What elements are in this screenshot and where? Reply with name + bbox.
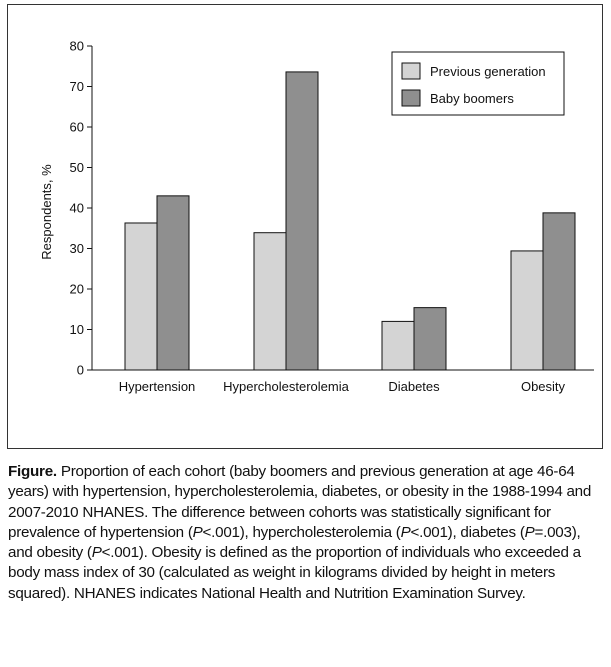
caption-segment: <.001). Obesity is defined as the propor…: [8, 544, 581, 602]
bar-hypercholesterolemia-baby-boomers: [285, 71, 319, 371]
x-category-label: Diabetes: [388, 379, 440, 394]
p-value-symbol: P: [91, 544, 102, 562]
x-axis-categories: Hypertension Hypercholesterolemia Diabetes…: [119, 379, 566, 394]
chart-legend: Previous generation Baby boomers: [391, 51, 565, 116]
caption-segment: Proportion of each cohort (baby boomers …: [8, 463, 592, 541]
y-tick-label: 10: [70, 322, 84, 337]
legend-box: [391, 51, 565, 116]
caption-text: Proportion of each cohort (baby boomers …: [8, 463, 591, 602]
bar-obesity-baby-boomers: [542, 212, 576, 371]
y-tick-label: 80: [70, 39, 84, 54]
caption-label: Figure.: [8, 463, 57, 480]
p-value-symbol: P: [400, 523, 411, 541]
x-category-label: Hypercholesterolemia: [223, 379, 349, 394]
y-tick-label: 30: [70, 241, 84, 256]
x-category-label: Hypertension: [119, 379, 196, 394]
bar-obesity-previous-generation: [510, 250, 544, 371]
y-tick-label: 40: [70, 201, 84, 216]
y-axis-label: Respondents, %: [39, 164, 54, 260]
figure-caption: Figure. Proportion of each cohort (baby …: [8, 462, 606, 604]
chart-frame: 0 10 20 30 40 50 60 70 80 Hypertension Hyperchole…: [7, 4, 603, 449]
y-tick-label: 70: [70, 79, 84, 94]
legend-swatch: [401, 89, 421, 107]
x-category-label: Obesity: [521, 379, 566, 394]
y-tick-label: 60: [70, 120, 84, 135]
y-axis-ticks: 0 10 20 30 40 50 60 70 80: [70, 39, 92, 378]
legend-label: Previous generation: [430, 64, 546, 79]
caption-segment: =.003), and obesity (: [8, 523, 581, 562]
bar-hypertension-previous-generation: [124, 222, 158, 371]
bar-diabetes-baby-boomers: [413, 307, 447, 371]
bar-hypercholesterolemia-previous-generation: [253, 232, 287, 371]
caption-segment: <.001), diabetes (: [410, 523, 525, 541]
y-tick-label: 20: [70, 282, 84, 297]
p-value-symbol: P: [524, 523, 535, 541]
legend-swatch: [401, 62, 421, 80]
y-tick-label: 0: [77, 363, 84, 378]
legend-label: Baby boomers: [430, 91, 514, 106]
chart-bars: [124, 71, 576, 371]
bar-diabetes-previous-generation: [381, 320, 415, 371]
bar-chart: 0 10 20 30 40 50 60 70 80 Hypertension Hyperchole…: [39, 39, 594, 394]
y-tick-label: 50: [70, 160, 84, 175]
p-value-symbol: P: [192, 523, 203, 541]
caption-segment: <.001), hypercholesterolemia (: [202, 523, 401, 541]
bar-hypertension-baby-boomers: [156, 195, 190, 371]
